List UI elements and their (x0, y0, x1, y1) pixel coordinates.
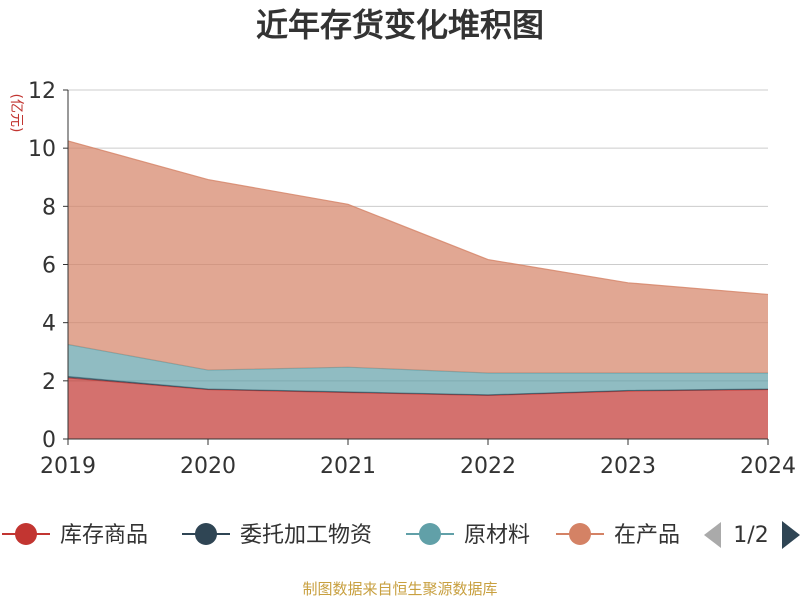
y-tick-label-12: 12 (28, 79, 56, 104)
legend-pager: 1/2 (704, 521, 800, 549)
series-0-area (68, 377, 768, 439)
axes: 0 2 4 6 8 10 12 2019 2020 2021 2022 2023 2024 (28, 79, 796, 479)
legend-label: 原材料 (464, 523, 530, 548)
y-tick-label-10: 10 (28, 137, 56, 162)
series-2-area (68, 344, 768, 395)
y-tick-label-4: 4 (42, 312, 56, 337)
series-2-line (67, 343, 768, 374)
legend-label: 库存商品 (60, 523, 148, 548)
legend-item-3[interactable]: 在产品 (556, 523, 680, 548)
legend-next-page-icon[interactable] (782, 521, 800, 549)
series-3-area (68, 140, 768, 373)
legend-item-0[interactable]: 库存商品 (2, 523, 148, 548)
legend-prev-page-icon[interactable] (704, 522, 721, 548)
legend-label: 委托加工物资 (240, 523, 372, 548)
x-tick-label-2021: 2021 (320, 454, 376, 479)
x-tick-label-2019: 2019 (40, 454, 96, 479)
x-tick-label-2023: 2023 (600, 454, 656, 479)
chart-title: 近年存货变化堆积图 (256, 6, 544, 44)
legend-swatch-dot (569, 523, 591, 545)
legend-swatch-dot (419, 523, 441, 545)
legend-label: 在产品 (614, 523, 680, 548)
legend-item-2[interactable]: 原材料 (406, 523, 530, 548)
y-axis-unit-label: (亿元) (8, 94, 24, 133)
x-tick-label-2022: 2022 (460, 454, 516, 479)
y-tick-label-8: 8 (42, 195, 56, 220)
stacked-areas (67, 140, 769, 439)
series-3-line (67, 140, 769, 296)
x-tick-label-2020: 2020 (180, 454, 236, 479)
y-tick-label-2: 2 (42, 370, 56, 395)
y-tick-label-0: 0 (42, 428, 56, 453)
legend: 库存商品 委托加工物资 原材料 在产品 (2, 523, 680, 548)
data-source-footer: 制图数据来自恒生聚源数据库 (302, 580, 497, 598)
legend-swatch-dot (15, 523, 37, 545)
x-tick-label-2024: 2024 (740, 454, 796, 479)
legend-page-indicator: 1/2 (733, 523, 768, 548)
legend-swatch-dot (195, 523, 217, 545)
y-tick-label-6: 6 (42, 254, 56, 279)
legend-item-1[interactable]: 委托加工物资 (182, 523, 372, 548)
